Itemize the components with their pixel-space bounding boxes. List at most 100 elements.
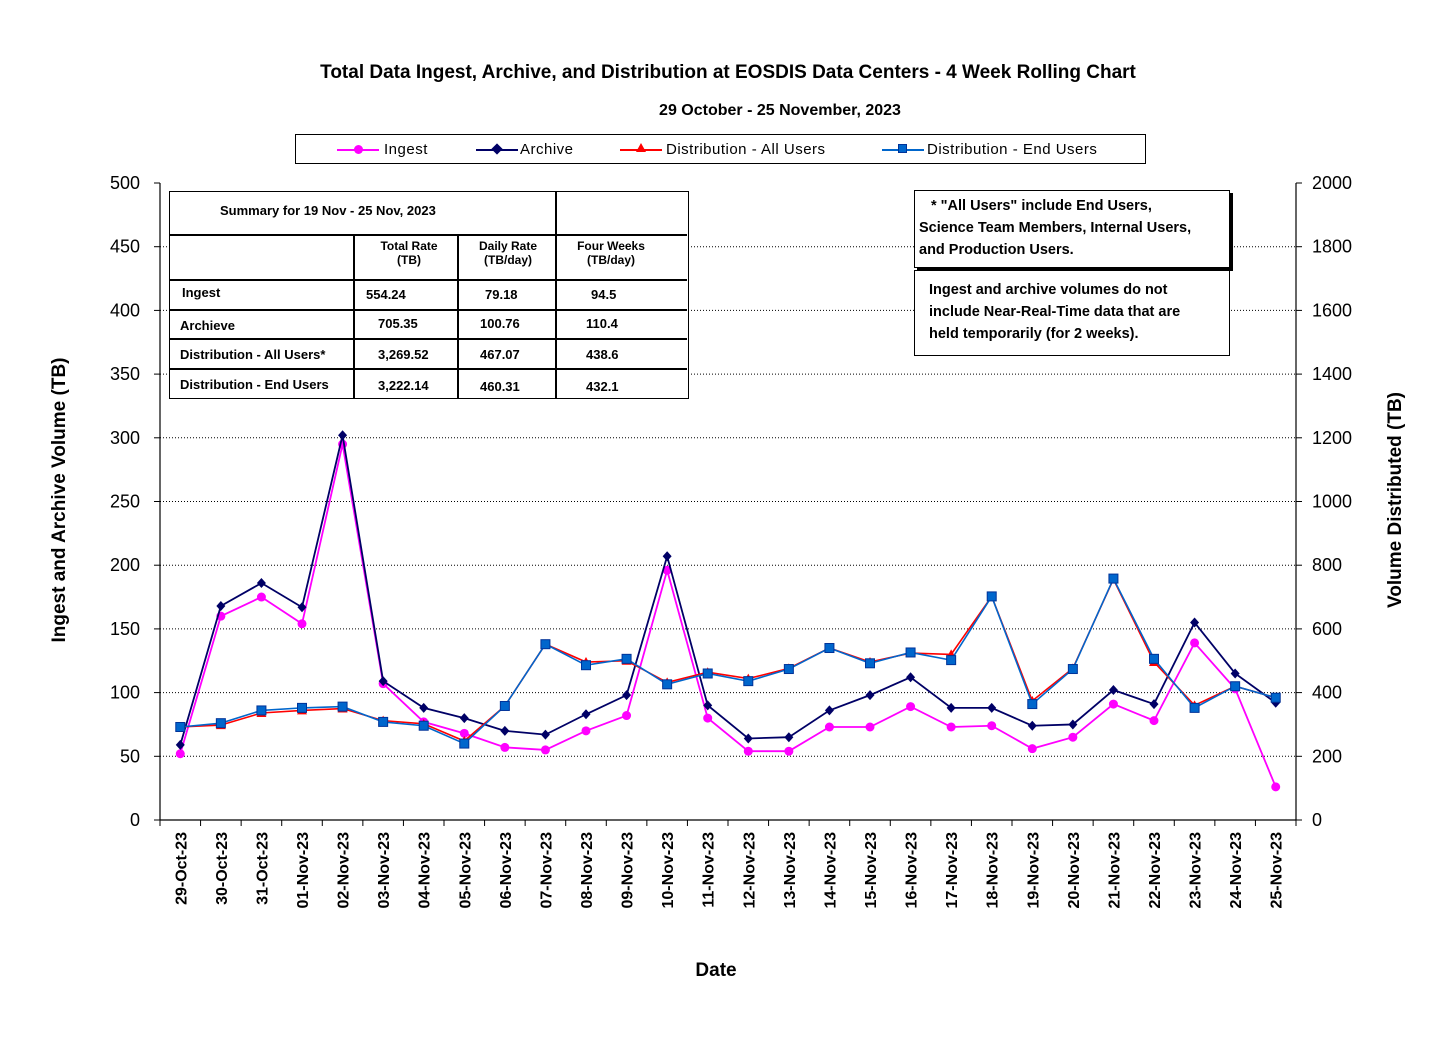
data-point bbox=[824, 722, 834, 732]
summary-header-four-weeks: Four Weeks (TB/day) bbox=[577, 239, 645, 267]
y-tick-label-left: 250 bbox=[110, 492, 140, 512]
legend-dist-all-label: Distribution - All Users bbox=[666, 141, 826, 158]
x-tick-label: 10-Nov-23 bbox=[660, 832, 677, 909]
data-point bbox=[256, 592, 266, 602]
data-point bbox=[743, 676, 754, 687]
y-tick-label-left: 200 bbox=[110, 555, 140, 575]
y-tick-label-left: 50 bbox=[120, 746, 140, 766]
y-tick-label-right: 1000 bbox=[1312, 492, 1352, 512]
series-line-0 bbox=[179, 443, 1277, 788]
y-tick-label-right: 200 bbox=[1312, 746, 1342, 766]
data-point bbox=[459, 713, 469, 724]
data-point bbox=[215, 718, 226, 729]
data-point bbox=[905, 647, 916, 658]
data-point bbox=[175, 739, 185, 750]
data-point bbox=[1027, 720, 1037, 731]
data-point bbox=[216, 600, 226, 611]
x-tick-label: 01-Nov-23 bbox=[295, 832, 312, 909]
data-point bbox=[906, 702, 916, 712]
data-point bbox=[1108, 699, 1118, 709]
data-point bbox=[1068, 732, 1078, 742]
data-point bbox=[946, 722, 956, 732]
x-axis-label: Date bbox=[695, 960, 737, 981]
data-point bbox=[662, 679, 673, 690]
data-point bbox=[459, 728, 469, 738]
data-point bbox=[581, 726, 591, 736]
summary-row-label: Ingest bbox=[182, 285, 221, 300]
summary-row-four-weeks: 94.5 bbox=[591, 287, 617, 302]
x-tick-label: 15-Nov-23 bbox=[863, 832, 880, 909]
data-point bbox=[865, 658, 875, 669]
data-point bbox=[783, 664, 794, 675]
x-tick-label: 05-Nov-23 bbox=[457, 832, 474, 909]
data-point bbox=[703, 700, 713, 711]
x-tick-label: 29-Oct-23 bbox=[173, 832, 190, 905]
data-point bbox=[703, 713, 713, 723]
note-near-real-time: Ingest and archive volumes do not includ… bbox=[914, 270, 1230, 356]
y-tick-label-left: 100 bbox=[110, 683, 140, 703]
y-axis-left-label: Ingest and Archive Volume (TB) bbox=[49, 357, 70, 643]
data-point bbox=[418, 720, 429, 731]
data-point bbox=[1189, 702, 1200, 713]
y-tick-label-left: 150 bbox=[110, 619, 140, 639]
x-tick-label: 16-Nov-23 bbox=[904, 832, 921, 909]
y-tick-label-left: 400 bbox=[110, 300, 140, 320]
x-tick-label: 18-Nov-23 bbox=[985, 832, 1002, 909]
data-point bbox=[175, 721, 186, 732]
data-point bbox=[338, 430, 348, 441]
legend: Ingest Archive Distribution - All Users … bbox=[295, 134, 1146, 164]
data-point bbox=[824, 705, 834, 716]
data-point bbox=[175, 749, 185, 759]
legend-dist-all-marker bbox=[636, 143, 646, 152]
data-point bbox=[297, 619, 307, 629]
data-point bbox=[337, 701, 348, 712]
y-tick-label-right: 600 bbox=[1312, 619, 1342, 639]
data-point bbox=[540, 729, 550, 740]
data-point bbox=[499, 700, 510, 711]
x-tick-label: 11-Nov-23 bbox=[701, 832, 718, 908]
summary-row-total: 705.35 bbox=[378, 316, 418, 331]
data-point bbox=[1027, 744, 1037, 754]
summary-row-label: Distribution - End Users bbox=[180, 377, 329, 392]
data-point bbox=[1108, 573, 1119, 584]
data-point bbox=[297, 602, 307, 613]
data-point bbox=[622, 711, 632, 721]
data-point bbox=[946, 655, 957, 666]
x-tick-label: 22-Nov-23 bbox=[1147, 832, 1164, 909]
summary-row-total: 3,269.52 bbox=[378, 347, 429, 362]
chart-title: Total Data Ingest, Archive, and Distribu… bbox=[320, 62, 1136, 83]
x-tick-label: 03-Nov-23 bbox=[376, 832, 393, 909]
legend-archive-label: Archive bbox=[520, 141, 574, 158]
data-point bbox=[1149, 699, 1159, 710]
x-tick-label: 20-Nov-23 bbox=[1066, 832, 1083, 909]
data-point bbox=[865, 690, 875, 701]
y-tick-label-left: 450 bbox=[110, 237, 140, 257]
data-point bbox=[297, 702, 307, 713]
data-point bbox=[662, 551, 672, 562]
data-point bbox=[1149, 653, 1159, 664]
data-point bbox=[1270, 692, 1281, 703]
data-point bbox=[1068, 719, 1078, 730]
data-point bbox=[784, 746, 794, 756]
chart-subtitle: 29 October - 25 November, 2023 bbox=[659, 102, 901, 119]
y-tick-label-right: 1400 bbox=[1312, 364, 1352, 384]
data-point bbox=[621, 653, 632, 664]
data-point bbox=[540, 745, 550, 755]
data-point bbox=[581, 709, 591, 720]
data-point bbox=[1271, 782, 1281, 792]
summary-row-label: Archieve bbox=[180, 318, 235, 333]
x-tick-label: 31-Oct-23 bbox=[254, 832, 271, 905]
summary-header-total: Total Rate (TB) bbox=[380, 239, 438, 267]
data-point bbox=[378, 716, 389, 727]
data-point bbox=[743, 733, 753, 744]
data-point bbox=[581, 660, 591, 671]
data-point bbox=[1230, 681, 1241, 692]
data-point bbox=[1149, 716, 1159, 726]
data-point bbox=[419, 702, 429, 713]
x-tick-label: 19-Nov-23 bbox=[1025, 832, 1042, 909]
x-tick-label: 30-Oct-23 bbox=[214, 832, 231, 905]
summary-row-daily: 460.31 bbox=[480, 379, 520, 394]
legend-ingest-label: Ingest bbox=[384, 141, 428, 158]
y-tick-label-right: 0 bbox=[1312, 810, 1322, 830]
